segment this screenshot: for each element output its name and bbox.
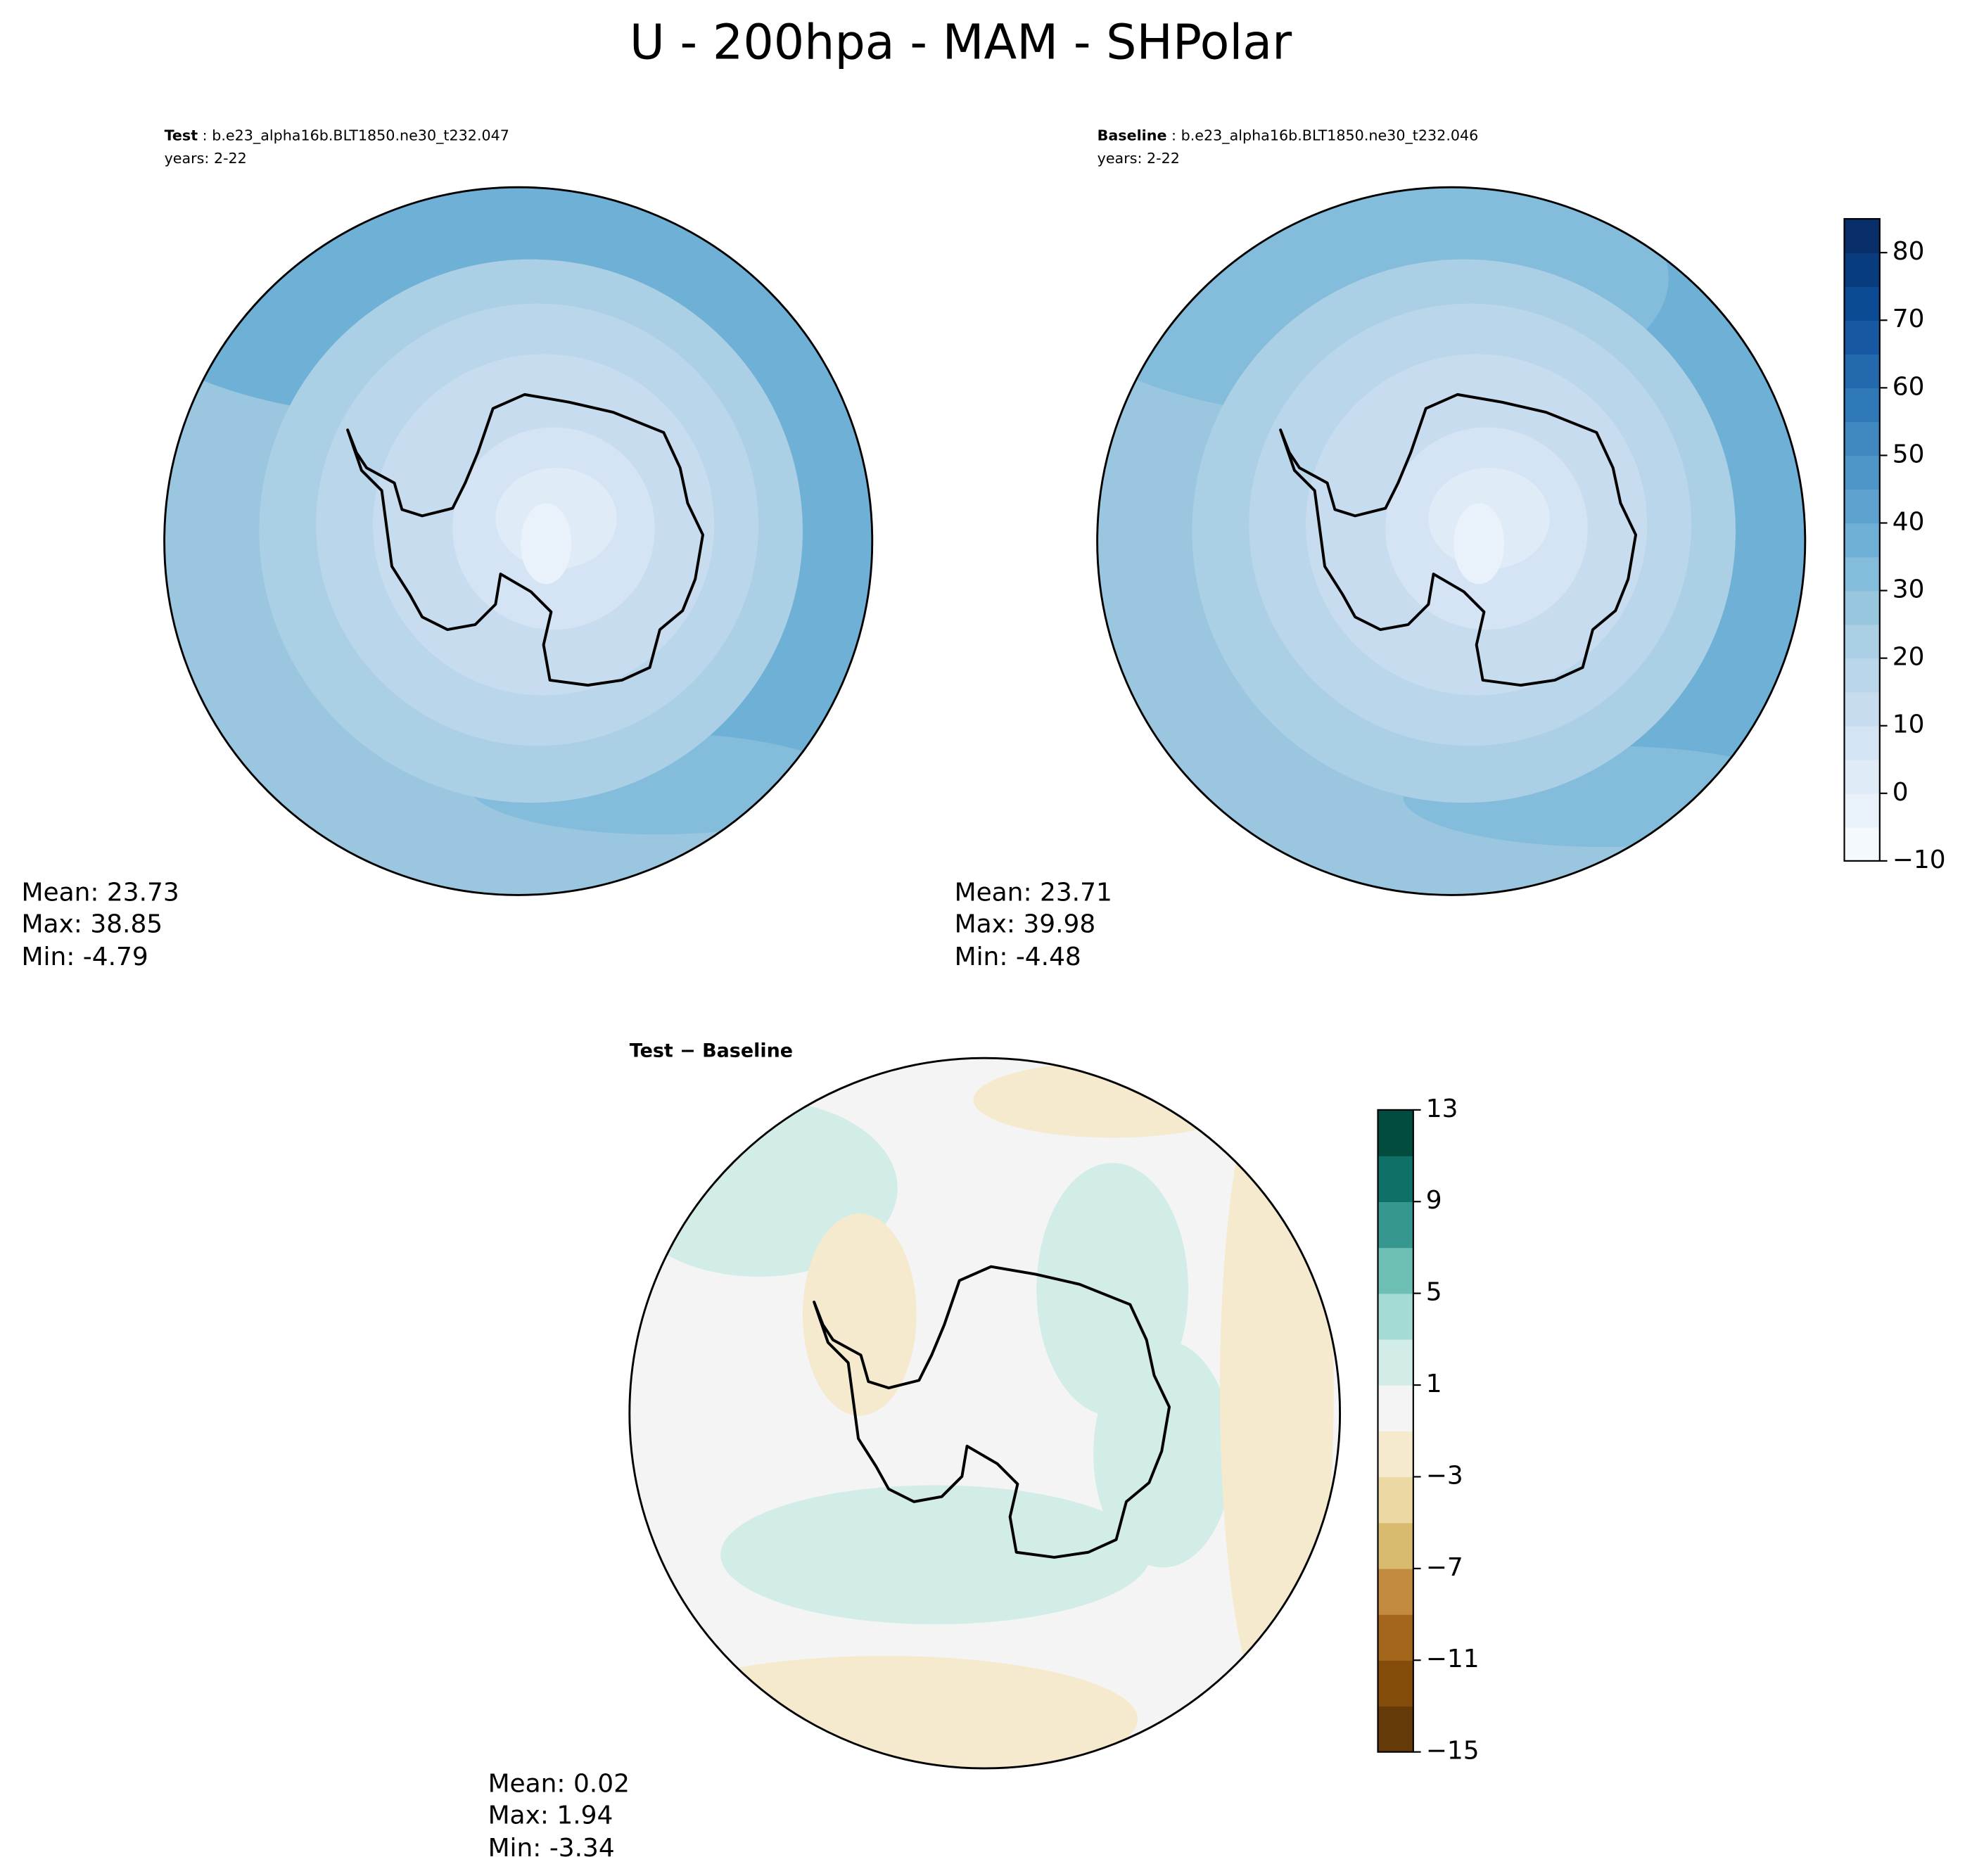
colorbar-tick-label: 9	[1426, 1186, 1442, 1215]
map-boundary	[163, 186, 874, 896]
colorbar-segment	[1844, 827, 1880, 862]
colorbar-segment	[1844, 691, 1880, 727]
panel-label: Test : b.e23_alpha16b.BLT1850.ne30_t232.…	[165, 127, 509, 144]
colorbar-frame	[1377, 1109, 1414, 1753]
panel-years: years: 2-22	[165, 150, 247, 167]
colorbar-segment	[1844, 489, 1880, 524]
colorbar-tick-label: 80	[1893, 237, 1925, 266]
panel-label-case: : b.e23_alpha16b.BLT1850.ne30_t232.046	[1166, 127, 1478, 144]
panel-label-bold: Test	[165, 127, 198, 144]
panel-label-case: : b.e23_alpha16b.BLT1850.ne30_t232.047	[198, 127, 509, 144]
colorbar-segment	[1844, 388, 1880, 423]
colorbar-segment	[1378, 1431, 1413, 1478]
stat-text: Min: -4.48	[955, 943, 1081, 971]
stat-text: Mean: 0.02	[488, 1769, 630, 1798]
colorbar-segment	[1844, 759, 1880, 794]
colorbar-segment	[1844, 320, 1880, 355]
colorbar-segment	[1378, 1660, 1413, 1707]
colorbar-segment	[1844, 455, 1880, 490]
colorbar-segment	[1844, 793, 1880, 828]
stat-text: Max: 1.94	[488, 1801, 613, 1830]
colorbar-segment	[1378, 1614, 1413, 1661]
colorbar-segment	[1378, 1201, 1413, 1249]
colorbar-tick-label: −3	[1426, 1461, 1463, 1490]
colorbar-tick-label: −15	[1426, 1737, 1480, 1766]
colorbar-segment	[1378, 1706, 1413, 1753]
stat-text: Mean: 23.73	[22, 879, 179, 907]
colorbar-segment	[1378, 1385, 1413, 1431]
colorbar-tick-label: 1	[1426, 1370, 1442, 1398]
map-field	[1097, 187, 1805, 895]
stat-text: Min: -3.34	[488, 1834, 615, 1863]
colorbar-tick-label: 13	[1426, 1095, 1458, 1123]
map-boundary	[628, 1057, 1342, 1770]
colorbar-segment	[1378, 1522, 1413, 1569]
colorbar-segment	[1378, 1156, 1413, 1202]
colorbar-tick-label: 0	[1893, 778, 1909, 807]
stat-text: Mean: 23.71	[955, 879, 1112, 907]
colorbar-tick-label: 50	[1893, 440, 1925, 468]
colorbar-tick-label: 5	[1426, 1278, 1442, 1307]
colorbar-tick-label: 10	[1893, 710, 1925, 739]
map-boundary	[1096, 186, 1807, 896]
colorbar-tick-label: 40	[1893, 507, 1925, 536]
colorbar-segment	[1378, 1568, 1413, 1615]
stat-text: Min: -4.79	[22, 943, 148, 971]
colorbar-segment	[1378, 1247, 1413, 1294]
colorbar-segment	[1844, 590, 1880, 625]
colorbar-segment	[1844, 725, 1880, 760]
panel-label: Baseline : b.e23_alpha16b.BLT1850.ne30_t…	[1098, 127, 1479, 144]
map-field	[164, 187, 872, 895]
figure-title: U - 200hpa - MAM - SHPolar	[630, 15, 1292, 71]
colorbar-frame	[1843, 218, 1881, 862]
colorbar-tick-label: 20	[1893, 643, 1925, 672]
colorbar-segment	[1844, 219, 1880, 253]
map-field	[629, 1058, 1340, 1768]
colorbar-segment	[1378, 1293, 1413, 1340]
colorbar-segment	[1844, 523, 1880, 558]
stat-text: Max: 38.85	[22, 910, 163, 939]
panel-label: Test − Baseline	[630, 1040, 793, 1062]
panel-years: years: 2-22	[1098, 150, 1180, 167]
colorbar-segment	[1844, 624, 1880, 659]
colorbar-segment	[1378, 1476, 1413, 1524]
colorbar-tick-label: 30	[1893, 575, 1925, 604]
colorbar-tick-label: −10	[1893, 846, 1946, 874]
colorbar-segment	[1844, 556, 1880, 592]
colorbar-tick-label: −7	[1426, 1553, 1463, 1582]
colorbar-segment	[1844, 421, 1880, 457]
colorbar-segment	[1378, 1339, 1413, 1386]
colorbar-segment	[1844, 253, 1880, 287]
colorbar-tick-label: −11	[1426, 1645, 1480, 1673]
colorbar-segment	[1844, 286, 1880, 321]
colorbar-tick-label: 60	[1893, 372, 1925, 401]
stat-text: Max: 39.98	[955, 910, 1096, 939]
colorbar-segment	[1844, 354, 1880, 389]
colorbar-tick-label: 70	[1893, 305, 1925, 333]
panel-label-bold: Baseline	[1098, 127, 1167, 144]
colorbar-segment	[1844, 658, 1880, 693]
colorbar-segment	[1378, 1109, 1413, 1156]
